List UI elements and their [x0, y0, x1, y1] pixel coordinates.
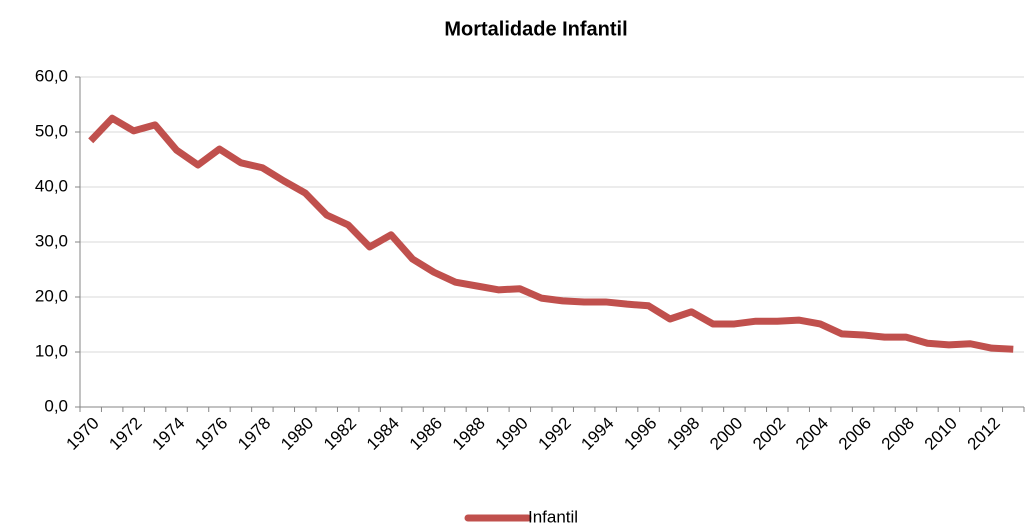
- x-tick-label: 2006: [835, 414, 875, 454]
- x-tick-label: 1982: [320, 414, 360, 454]
- x-tick-label: 1984: [363, 414, 403, 454]
- x-tick-label: 1976: [191, 414, 231, 454]
- x-tick-label: 1974: [148, 414, 188, 454]
- legend-label: Infantil: [528, 507, 578, 526]
- x-tick-label: 1992: [535, 414, 575, 454]
- x-tick-label: 2008: [878, 414, 918, 454]
- x-tick-label: 1972: [105, 414, 145, 454]
- y-tick-label: 40,0: [35, 176, 68, 195]
- x-tick-label: 2002: [749, 414, 789, 454]
- x-tick-label: 2004: [792, 414, 832, 454]
- x-tick-label: 1994: [577, 414, 617, 454]
- chart-title: Mortalidade Infantil: [444, 18, 627, 40]
- x-tick-label: 1990: [492, 414, 532, 454]
- y-tick-label: 20,0: [35, 286, 68, 305]
- y-tick-label: 0,0: [44, 396, 68, 415]
- x-tick-label: 1998: [663, 414, 703, 454]
- y-tick-label: 50,0: [35, 121, 68, 140]
- x-tick-label: 2012: [964, 414, 1004, 454]
- x-tick-label: 1980: [277, 414, 317, 454]
- x-tick-label: 1988: [449, 414, 489, 454]
- x-tick-label: 1986: [406, 414, 446, 454]
- x-tick-label: 1978: [234, 414, 274, 454]
- y-tick-label: 60,0: [35, 66, 68, 85]
- x-tick-label: 1996: [620, 414, 660, 454]
- y-tick-label: 10,0: [35, 341, 68, 360]
- y-tick-label: 30,0: [35, 231, 68, 250]
- x-tick-label: 1970: [63, 414, 103, 454]
- x-tick-label: 2000: [706, 414, 746, 454]
- series-line: [88, 114, 1014, 353]
- x-tick-label: 2010: [921, 414, 961, 454]
